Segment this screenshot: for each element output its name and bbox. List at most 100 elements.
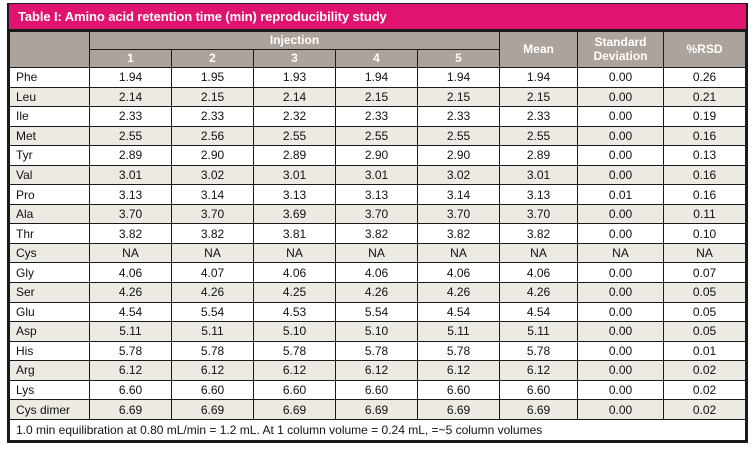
std-dev-header: Standard Deviation [577,31,665,68]
rsd-value: 0.26 [663,67,746,88]
injection-4-value: 2.15 [335,86,418,108]
injection-1-value: 3.13 [89,184,172,205]
std-dev-value: NA [577,242,665,264]
injection-3-value: 3.69 [253,203,336,225]
table-row: Asp 5.11 5.11 5.10 5.10 5.11 5.11 0.00 0.05 [9,321,746,342]
injection-1-value: 6.60 [89,379,172,401]
injection-3-value: 3.01 [253,164,336,186]
injection-1-value: 3.70 [89,203,172,225]
std-dev-value: 0.00 [577,379,665,401]
std-dev-value: 0.00 [577,203,665,225]
injection-3-value: 4.25 [253,282,336,303]
mean-header: Mean [499,31,579,68]
injection-4-value: 6.12 [335,360,418,381]
mean-value: 4.06 [499,262,579,284]
rsd-value: 0.10 [663,223,746,244]
table-row: Glu 4.54 5.54 4.53 5.54 4.54 4.54 0.00 0.05 [9,301,746,323]
injection-5-value: 2.15 [416,86,501,108]
rsd-value: 0.02 [663,399,746,420]
mean-value: 4.54 [499,301,579,323]
amino-acid-name: Leu [9,86,90,108]
injection-2-value: 6.60 [171,379,254,401]
injection-5-value: 5.11 [416,321,501,342]
injection-2-value: 5.54 [171,301,254,323]
injection-2-value: 2.56 [171,125,254,147]
injection-1-value: 6.69 [89,399,172,420]
mean-value: 1.94 [499,67,579,88]
amino-acid-name: Thr [9,223,90,244]
rsd-value: 0.13 [663,145,746,166]
amino-acid-name: Lys [9,379,90,401]
rsd-value: 0.11 [663,203,746,225]
injection-4-value: 2.90 [335,145,418,166]
injection-1-value: 4.54 [89,301,172,323]
amino-acid-name: Arg [9,360,90,381]
header-group-row: Injection Mean Standard Deviation %RSD [9,31,746,68]
injection-3-value: 2.89 [253,145,336,166]
injection-3-value: 2.14 [253,86,336,108]
std-dev-value: 0.00 [577,340,665,362]
injection-3-value: 4.06 [253,262,336,284]
std-dev-value: 0.00 [577,282,665,303]
table-row: Cys NA NA NA NA NA NA NA NA [9,242,746,264]
std-dev-value: 0.00 [577,360,665,381]
std-dev-value: 0.00 [577,262,665,284]
injection-5-value: 5.78 [416,340,501,362]
injection-4-value: 3.82 [335,223,418,244]
injection-4-header: 4 [335,49,418,68]
mean-value: 2.33 [499,106,579,127]
injection-1-value: 3.01 [89,164,172,186]
injection-4-value: 3.13 [335,184,418,205]
injection-2-value: NA [171,242,254,264]
injection-5-value: 6.60 [416,379,501,401]
table-row: Met 2.55 2.56 2.55 2.55 2.55 2.55 0.00 0.16 [9,125,746,147]
injection-4-value: 3.70 [335,203,418,225]
mean-value: 6.60 [499,379,579,401]
table-row: Tyr 2.89 2.90 2.89 2.90 2.90 2.89 0.00 0.13 [9,145,746,166]
rsd-value: 0.16 [663,164,746,186]
std-dev-value: 0.00 [577,399,665,420]
injection-1-value: 4.26 [89,282,172,303]
injection-4-value: 1.94 [335,67,418,88]
injection-4-value: 4.06 [335,262,418,284]
rsd-value: 0.02 [663,360,746,381]
injection-5-value: 3.82 [416,223,501,244]
std-dev-value: 0.00 [577,125,665,147]
table-row: Gly 4.06 4.07 4.06 4.06 4.06 4.06 0.00 0.07 [9,262,746,284]
injection-3-header: 3 [253,49,336,68]
injection-4-value: 6.69 [335,399,418,420]
rsd-value: 0.07 [663,262,746,284]
injection-3-value: 1.93 [253,67,336,88]
mean-value: 2.55 [499,125,579,147]
amino-acid-name: Gly [9,262,90,284]
table-row: Cys dimer 6.69 6.69 6.69 6.69 6.69 6.69 0.00 0.0… [9,399,746,420]
injection-5-value: 6.12 [416,360,501,381]
injection-4-value: 2.55 [335,125,418,147]
std-dev-value: 0.01 [577,184,665,205]
mean-value: 4.26 [499,282,579,303]
injection-2-value: 5.11 [171,321,254,342]
table-row: Val 3.01 3.02 3.01 3.01 3.02 3.01 0.00 0.16 [9,164,746,186]
amino-acid-name: Cys [9,242,90,264]
mean-value: 2.15 [499,86,579,108]
injection-3-value: 5.10 [253,321,336,342]
table-title: Table I: Amino acid retention time (min)… [18,9,387,24]
std-dev-value: 0.00 [577,164,665,186]
rsd-value: NA [663,242,746,264]
injection-5-value: 1.94 [416,67,501,88]
table-row: Pro 3.13 3.14 3.13 3.13 3.14 3.13 0.01 0.16 [9,184,746,205]
std-dev-value: 0.00 [577,106,665,127]
table-row: Ser 4.26 4.26 4.25 4.26 4.26 4.26 0.00 0.05 [9,282,746,303]
injection-3-value: 6.12 [253,360,336,381]
rsd-value: 0.05 [663,321,746,342]
injection-4-value: 2.33 [335,106,418,127]
table-row: Leu 2.14 2.15 2.14 2.15 2.15 2.15 0.00 0.21 [9,86,746,108]
mean-value: 3.70 [499,203,579,225]
injection-5-value: 4.26 [416,282,501,303]
injection-group-header: Injection [88,31,501,50]
injection-1-value: 2.55 [89,125,172,147]
injection-5-header: 5 [416,49,501,68]
footnote-row: 1.0 min equilibration at 0.80 mL/min = 1… [9,419,746,441]
injection-3-value: 6.60 [253,379,336,401]
table-row: Phe 1.94 1.95 1.93 1.94 1.94 1.94 0.00 0.26 [9,67,746,88]
